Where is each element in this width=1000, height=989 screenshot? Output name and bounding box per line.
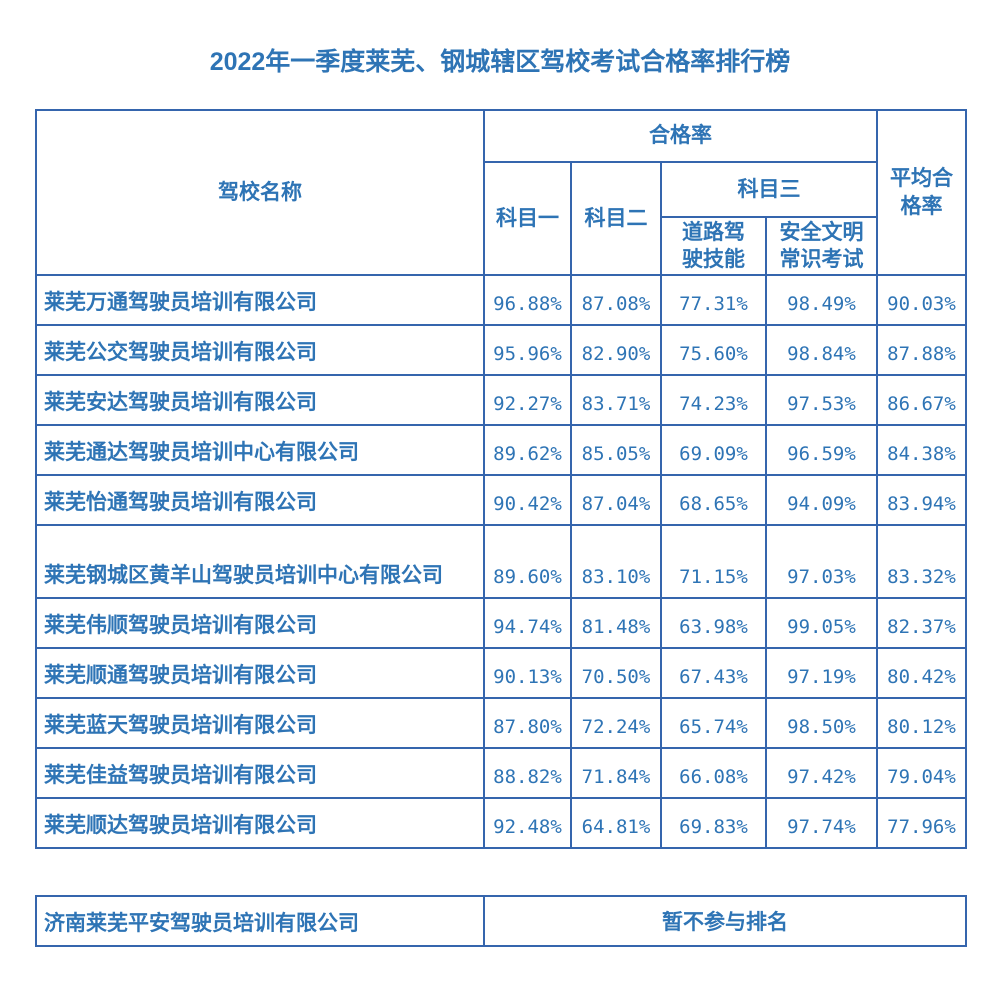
cell-road-driving: 74.23% (660, 374, 767, 426)
table-row: 莱芜顺达驾驶员培训有限公司 92.48% 64.81% 69.83% 97.74… (35, 797, 967, 849)
table-row: 济南莱芜平安驾驶员培训有限公司 暂不参与排名 (35, 895, 967, 947)
cell-safety-knowledge: 97.03% (765, 524, 878, 599)
cell-subject1: 94.74% (483, 597, 572, 649)
cell-safety-knowledge: 98.84% (765, 324, 878, 376)
cell-road-driving: 69.09% (660, 424, 767, 476)
cell-average: 86.67% (876, 374, 967, 426)
cell-school-name: 莱芜安达驾驶员培训有限公司 (35, 374, 485, 426)
cell-subject2: 72.24% (570, 697, 662, 749)
cell-subject1: 90.13% (483, 647, 572, 699)
cell-school-name: 莱芜怡通驾驶员培训有限公司 (35, 474, 485, 526)
cell-subject2: 70.50% (570, 647, 662, 699)
cell-subject1: 92.48% (483, 797, 572, 849)
cell-subject2: 83.71% (570, 374, 662, 426)
col-header-subject3: 科目三 (660, 161, 878, 218)
cell-school-name: 莱芜伟顺驾驶员培训有限公司 (35, 597, 485, 649)
cell-road-driving: 77.31% (660, 274, 767, 326)
cell-ranking-note: 暂不参与排名 (483, 895, 967, 947)
table-row: 莱芜公交驾驶员培训有限公司 95.96% 82.90% 75.60% 98.84… (35, 324, 967, 376)
cell-subject1: 88.82% (483, 747, 572, 799)
cell-school-name: 莱芜佳益驾驶员培训有限公司 (35, 747, 485, 799)
cell-average: 87.88% (876, 324, 967, 376)
cell-average: 79.04% (876, 747, 967, 799)
table-row: 莱芜钢城区黄羊山驾驶员培训中心有限公司 89.60% 83.10% 71.15%… (35, 524, 967, 599)
cell-subject2: 85.05% (570, 424, 662, 476)
cell-subject1: 87.80% (483, 697, 572, 749)
cell-road-driving: 66.08% (660, 747, 767, 799)
table-row: 莱芜伟顺驾驶员培训有限公司 94.74% 81.48% 63.98% 99.05… (35, 597, 967, 649)
cell-subject2: 83.10% (570, 524, 662, 599)
cell-safety-knowledge: 99.05% (765, 597, 878, 649)
table-row: 莱芜蓝天驾驶员培训有限公司 87.80% 72.24% 65.74% 98.50… (35, 697, 967, 749)
cell-school-name: 莱芜通达驾驶员培训中心有限公司 (35, 424, 485, 476)
cell-safety-knowledge: 97.19% (765, 647, 878, 699)
cell-subject2: 87.08% (570, 274, 662, 326)
col-header-road-driving: 道路驾驶技能 (660, 216, 767, 276)
header-row-2: 科目一 科目二 科目三 (36, 161, 966, 276)
cell-subject2: 82.90% (570, 324, 662, 376)
cell-road-driving: 63.98% (660, 597, 767, 649)
col-header-average-label: 平均合格率 (890, 167, 953, 218)
cell-school-name: 莱芜万通驾驶员培训有限公司 (35, 274, 485, 326)
cell-safety-knowledge: 94.09% (765, 474, 878, 526)
cell-road-driving: 68.65% (660, 474, 767, 526)
cell-road-driving: 65.74% (660, 697, 767, 749)
cell-school-name: 莱芜顺达驾驶员培训有限公司 (35, 797, 485, 849)
cell-average: 77.96% (876, 797, 967, 849)
cell-subject2: 87.04% (570, 474, 662, 526)
cell-safety-knowledge: 97.42% (765, 747, 878, 799)
col-header-average: 平均合格率 (876, 109, 967, 276)
cell-subject2: 71.84% (570, 747, 662, 799)
cell-school-name: 莱芜蓝天驾驶员培训有限公司 (35, 697, 485, 749)
col-header-safety-knowledge-label: 安全文明常识考试 (779, 220, 864, 271)
col-header-safety-knowledge: 安全文明常识考试 (765, 216, 878, 276)
cell-safety-knowledge: 98.49% (765, 274, 878, 326)
table-row: 莱芜佳益驾驶员培训有限公司 88.82% 71.84% 66.08% 97.42… (35, 747, 967, 799)
cell-safety-knowledge: 98.50% (765, 697, 878, 749)
cell-average: 82.37% (876, 597, 967, 649)
header-row-1: 驾校名称 合格率 平均合格率 (35, 109, 967, 276)
cell-average: 90.03% (876, 274, 967, 326)
cell-average: 83.94% (876, 474, 967, 526)
col-header-school-name: 驾校名称 (35, 109, 485, 276)
cell-subject1: 92.27% (483, 374, 572, 426)
table-row: 莱芜安达驾驶员培训有限公司 92.27% 83.71% 74.23% 97.53… (35, 374, 967, 426)
cell-subject2: 81.48% (570, 597, 662, 649)
unranked-school-table: 济南莱芜平安驾驶员培训有限公司 暂不参与排名 (35, 895, 967, 947)
cell-average: 83.32% (876, 524, 967, 599)
cell-subject1: 90.42% (483, 474, 572, 526)
cell-school-name: 莱芜顺通驾驶员培训有限公司 (35, 647, 485, 699)
cell-school-name: 济南莱芜平安驾驶员培训有限公司 (35, 895, 485, 947)
cell-average: 80.42% (876, 647, 967, 699)
cell-subject2: 64.81% (570, 797, 662, 849)
table-row: 莱芜万通驾驶员培训有限公司 96.88% 87.08% 77.31% 98.49… (35, 274, 967, 326)
col-header-road-driving-label: 道路驾驶技能 (682, 220, 745, 271)
table-row: 莱芜通达驾驶员培训中心有限公司 89.62% 85.05% 69.09% 96.… (35, 424, 967, 476)
table-row: 莱芜怡通驾驶员培训有限公司 90.42% 87.04% 68.65% 94.09… (35, 474, 967, 526)
cell-safety-knowledge: 97.74% (765, 797, 878, 849)
cell-average: 80.12% (876, 697, 967, 749)
cell-safety-knowledge: 96.59% (765, 424, 878, 476)
cell-road-driving: 67.43% (660, 647, 767, 699)
cell-subject1: 89.62% (483, 424, 572, 476)
cell-subject1: 95.96% (483, 324, 572, 376)
cell-subject1: 89.60% (483, 524, 572, 599)
cell-subject1: 96.88% (483, 274, 572, 326)
pass-rate-ranking-table: 驾校名称 合格率 平均合格率 科目一 科目二 科目三 道路驾驶技能 安全文明常识… (35, 109, 967, 849)
cell-safety-knowledge: 97.53% (765, 374, 878, 426)
col-header-subject1: 科目一 (483, 161, 572, 276)
cell-road-driving: 69.83% (660, 797, 767, 849)
cell-road-driving: 71.15% (660, 524, 767, 599)
page-title: 2022年一季度莱芜、钢城辖区驾校考试合格率排行榜 (209, 48, 791, 76)
table-row: 莱芜顺通驾驶员培训有限公司 90.13% 70.50% 67.43% 97.19… (35, 647, 967, 699)
cell-school-name: 莱芜钢城区黄羊山驾驶员培训中心有限公司 (35, 524, 485, 599)
header-row-3: 道路驾驶技能 安全文明常识考试 (36, 216, 966, 276)
cell-road-driving: 75.60% (660, 324, 767, 376)
cell-average: 84.38% (876, 424, 967, 476)
col-header-pass-rate: 合格率 (483, 109, 878, 163)
cell-school-name: 莱芜公交驾驶员培训有限公司 (35, 324, 485, 376)
col-header-subject2: 科目二 (570, 161, 662, 276)
